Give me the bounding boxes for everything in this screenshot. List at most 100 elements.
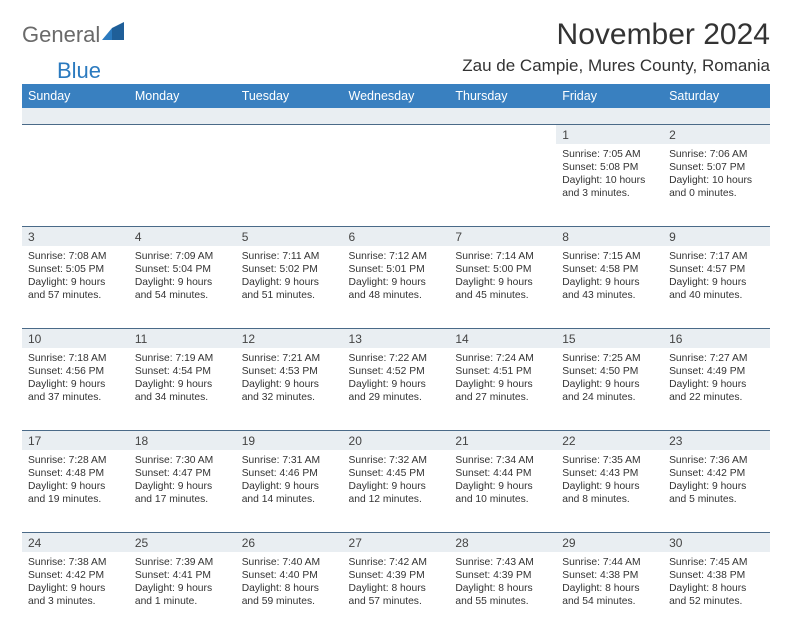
daylight-line1: Daylight: 9 hours (28, 582, 123, 595)
sunrise-text: Sunrise: 7:17 AM (669, 250, 764, 263)
day-cell: 4Sunrise: 7:09 AMSunset: 5:04 PMDaylight… (129, 226, 236, 328)
daylight-line1: Daylight: 8 hours (562, 582, 657, 595)
sunrise-text: Sunrise: 7:09 AM (135, 250, 230, 263)
day-number: 24 (22, 533, 129, 552)
daylight-line2: and 8 minutes. (562, 493, 657, 506)
day-cell: 14Sunrise: 7:24 AMSunset: 4:51 PMDayligh… (449, 328, 556, 430)
sunset-text: Sunset: 5:00 PM (455, 263, 550, 276)
day-number: 3 (22, 227, 129, 246)
daylight-line2: and 27 minutes. (455, 391, 550, 404)
day-number: 1 (556, 125, 663, 144)
daylight-line1: Daylight: 9 hours (242, 480, 337, 493)
sunset-text: Sunset: 4:57 PM (669, 263, 764, 276)
logo-word1: General (22, 22, 100, 48)
daylight-line1: Daylight: 8 hours (242, 582, 337, 595)
sunset-text: Sunset: 4:43 PM (562, 467, 657, 480)
daylight-line2: and 57 minutes. (28, 289, 123, 302)
daylight-line1: Daylight: 9 hours (135, 276, 230, 289)
daylight-line1: Daylight: 9 hours (669, 276, 764, 289)
sunrise-text: Sunrise: 7:19 AM (135, 352, 230, 365)
day-number: 8 (556, 227, 663, 246)
daylight-line1: Daylight: 9 hours (562, 480, 657, 493)
day-cell (129, 124, 236, 226)
day-cell: 18Sunrise: 7:30 AMSunset: 4:47 PMDayligh… (129, 430, 236, 532)
week-row: 1Sunrise: 7:05 AMSunset: 5:08 PMDaylight… (22, 124, 770, 226)
sunrise-text: Sunrise: 7:39 AM (135, 556, 230, 569)
sunrise-text: Sunrise: 7:14 AM (455, 250, 550, 263)
daylight-line2: and 32 minutes. (242, 391, 337, 404)
daylight-line2: and 45 minutes. (455, 289, 550, 302)
daylight-line2: and 3 minutes. (28, 595, 123, 608)
month-title: November 2024 (462, 18, 770, 52)
daylight-line1: Daylight: 9 hours (669, 378, 764, 391)
day-cell (449, 124, 556, 226)
day-cell: 22Sunrise: 7:35 AMSunset: 4:43 PMDayligh… (556, 430, 663, 532)
daylight-line2: and 43 minutes. (562, 289, 657, 302)
day-cell: 21Sunrise: 7:34 AMSunset: 4:44 PMDayligh… (449, 430, 556, 532)
daylight-line1: Daylight: 9 hours (562, 378, 657, 391)
day-cell: 30Sunrise: 7:45 AMSunset: 4:38 PMDayligh… (663, 532, 770, 634)
sunrise-text: Sunrise: 7:44 AM (562, 556, 657, 569)
day-header-row: Sunday Monday Tuesday Wednesday Thursday… (22, 84, 770, 108)
sunset-text: Sunset: 4:51 PM (455, 365, 550, 378)
day-number: 21 (449, 431, 556, 450)
day-number: 7 (449, 227, 556, 246)
sunrise-text: Sunrise: 7:28 AM (28, 454, 123, 467)
day-cell: 23Sunrise: 7:36 AMSunset: 4:42 PMDayligh… (663, 430, 770, 532)
day-cell: 7 Sunrise: 7:14 AMSunset: 5:00 PMDaylight… (449, 226, 556, 328)
daylight-line2: and 54 minutes. (562, 595, 657, 608)
daylight-line1: Daylight: 8 hours (455, 582, 550, 595)
day-number: 17 (22, 431, 129, 450)
sunset-text: Sunset: 4:39 PM (455, 569, 550, 582)
day-header: Sunday (22, 84, 129, 108)
daylight-line1: Daylight: 9 hours (455, 276, 550, 289)
day-cell: 25Sunrise: 7:39 AMSunset: 4:41 PMDayligh… (129, 532, 236, 634)
daylight-line2: and 0 minutes. (669, 187, 764, 200)
sunrise-text: Sunrise: 7:43 AM (455, 556, 550, 569)
day-cell: 3Sunrise: 7:08 AMSunset: 5:05 PMDaylight… (22, 226, 129, 328)
day-number: 26 (236, 533, 343, 552)
day-number: 27 (343, 533, 450, 552)
day-cell: 26Sunrise: 7:40 AMSunset: 4:40 PMDayligh… (236, 532, 343, 634)
daylight-line2: and 51 minutes. (242, 289, 337, 302)
day-cell: 20Sunrise: 7:32 AMSunset: 4:45 PMDayligh… (343, 430, 450, 532)
daylight-line2: and 3 minutes. (562, 187, 657, 200)
day-cell: 2Sunrise: 7:06 AMSunset: 5:07 PMDaylight… (663, 124, 770, 226)
day-number: 11 (129, 329, 236, 348)
day-cell: 24Sunrise: 7:38 AMSunset: 4:42 PMDayligh… (22, 532, 129, 634)
daylight-line1: Daylight: 9 hours (135, 582, 230, 595)
sunset-text: Sunset: 5:02 PM (242, 263, 337, 276)
sunset-text: Sunset: 5:05 PM (28, 263, 123, 276)
logo-word2: Blue (57, 58, 101, 84)
sunset-text: Sunset: 5:08 PM (562, 161, 657, 174)
sunset-text: Sunset: 4:38 PM (562, 569, 657, 582)
day-cell: 16Sunrise: 7:27 AMSunset: 4:49 PMDayligh… (663, 328, 770, 430)
day-number: 29 (556, 533, 663, 552)
daylight-line2: and 59 minutes. (242, 595, 337, 608)
sunset-text: Sunset: 5:07 PM (669, 161, 764, 174)
sunrise-text: Sunrise: 7:30 AM (135, 454, 230, 467)
sunset-text: Sunset: 4:46 PM (242, 467, 337, 480)
daylight-line2: and 55 minutes. (455, 595, 550, 608)
sunrise-text: Sunrise: 7:38 AM (28, 556, 123, 569)
sunrise-text: Sunrise: 7:08 AM (28, 250, 123, 263)
daylight-line2: and 14 minutes. (242, 493, 337, 506)
daylight-line2: and 1 minute. (135, 595, 230, 608)
day-header: Wednesday (343, 84, 450, 108)
day-cell: 29 Sunrise: 7:44 AMSunset: 4:38 PMDayligh… (556, 532, 663, 634)
day-cell (236, 124, 343, 226)
daylight-line1: Daylight: 9 hours (455, 378, 550, 391)
sunset-text: Sunset: 4:52 PM (349, 365, 444, 378)
day-number: 15 (556, 329, 663, 348)
daylight-line2: and 5 minutes. (669, 493, 764, 506)
daylight-line1: Daylight: 10 hours (562, 174, 657, 187)
daylight-line1: Daylight: 9 hours (28, 480, 123, 493)
sunrise-text: Sunrise: 7:21 AM (242, 352, 337, 365)
calendar-table: Sunday Monday Tuesday Wednesday Thursday… (22, 84, 770, 634)
day-number: 28 (449, 533, 556, 552)
day-number: 20 (343, 431, 450, 450)
sunset-text: Sunset: 4:44 PM (455, 467, 550, 480)
logo: General (22, 22, 126, 48)
sunrise-text: Sunrise: 7:35 AM (562, 454, 657, 467)
day-number: 30 (663, 533, 770, 552)
